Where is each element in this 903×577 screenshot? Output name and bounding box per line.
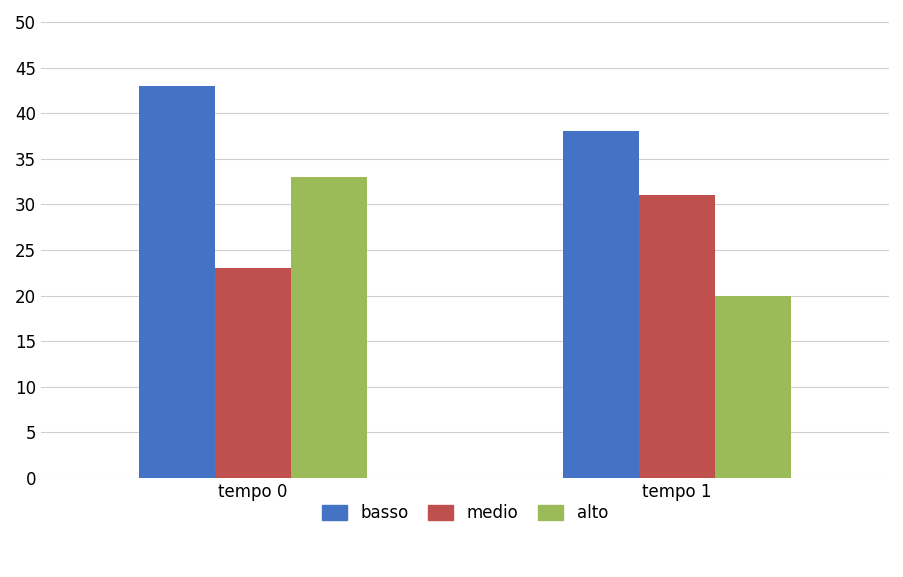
- Bar: [714, 295, 791, 478]
- Bar: [291, 177, 367, 478]
- Legend: basso, medio, alto: basso, medio, alto: [315, 497, 614, 529]
- Bar: [638, 195, 714, 478]
- Bar: [138, 86, 215, 478]
- Bar: [215, 268, 291, 478]
- Bar: [562, 132, 638, 478]
